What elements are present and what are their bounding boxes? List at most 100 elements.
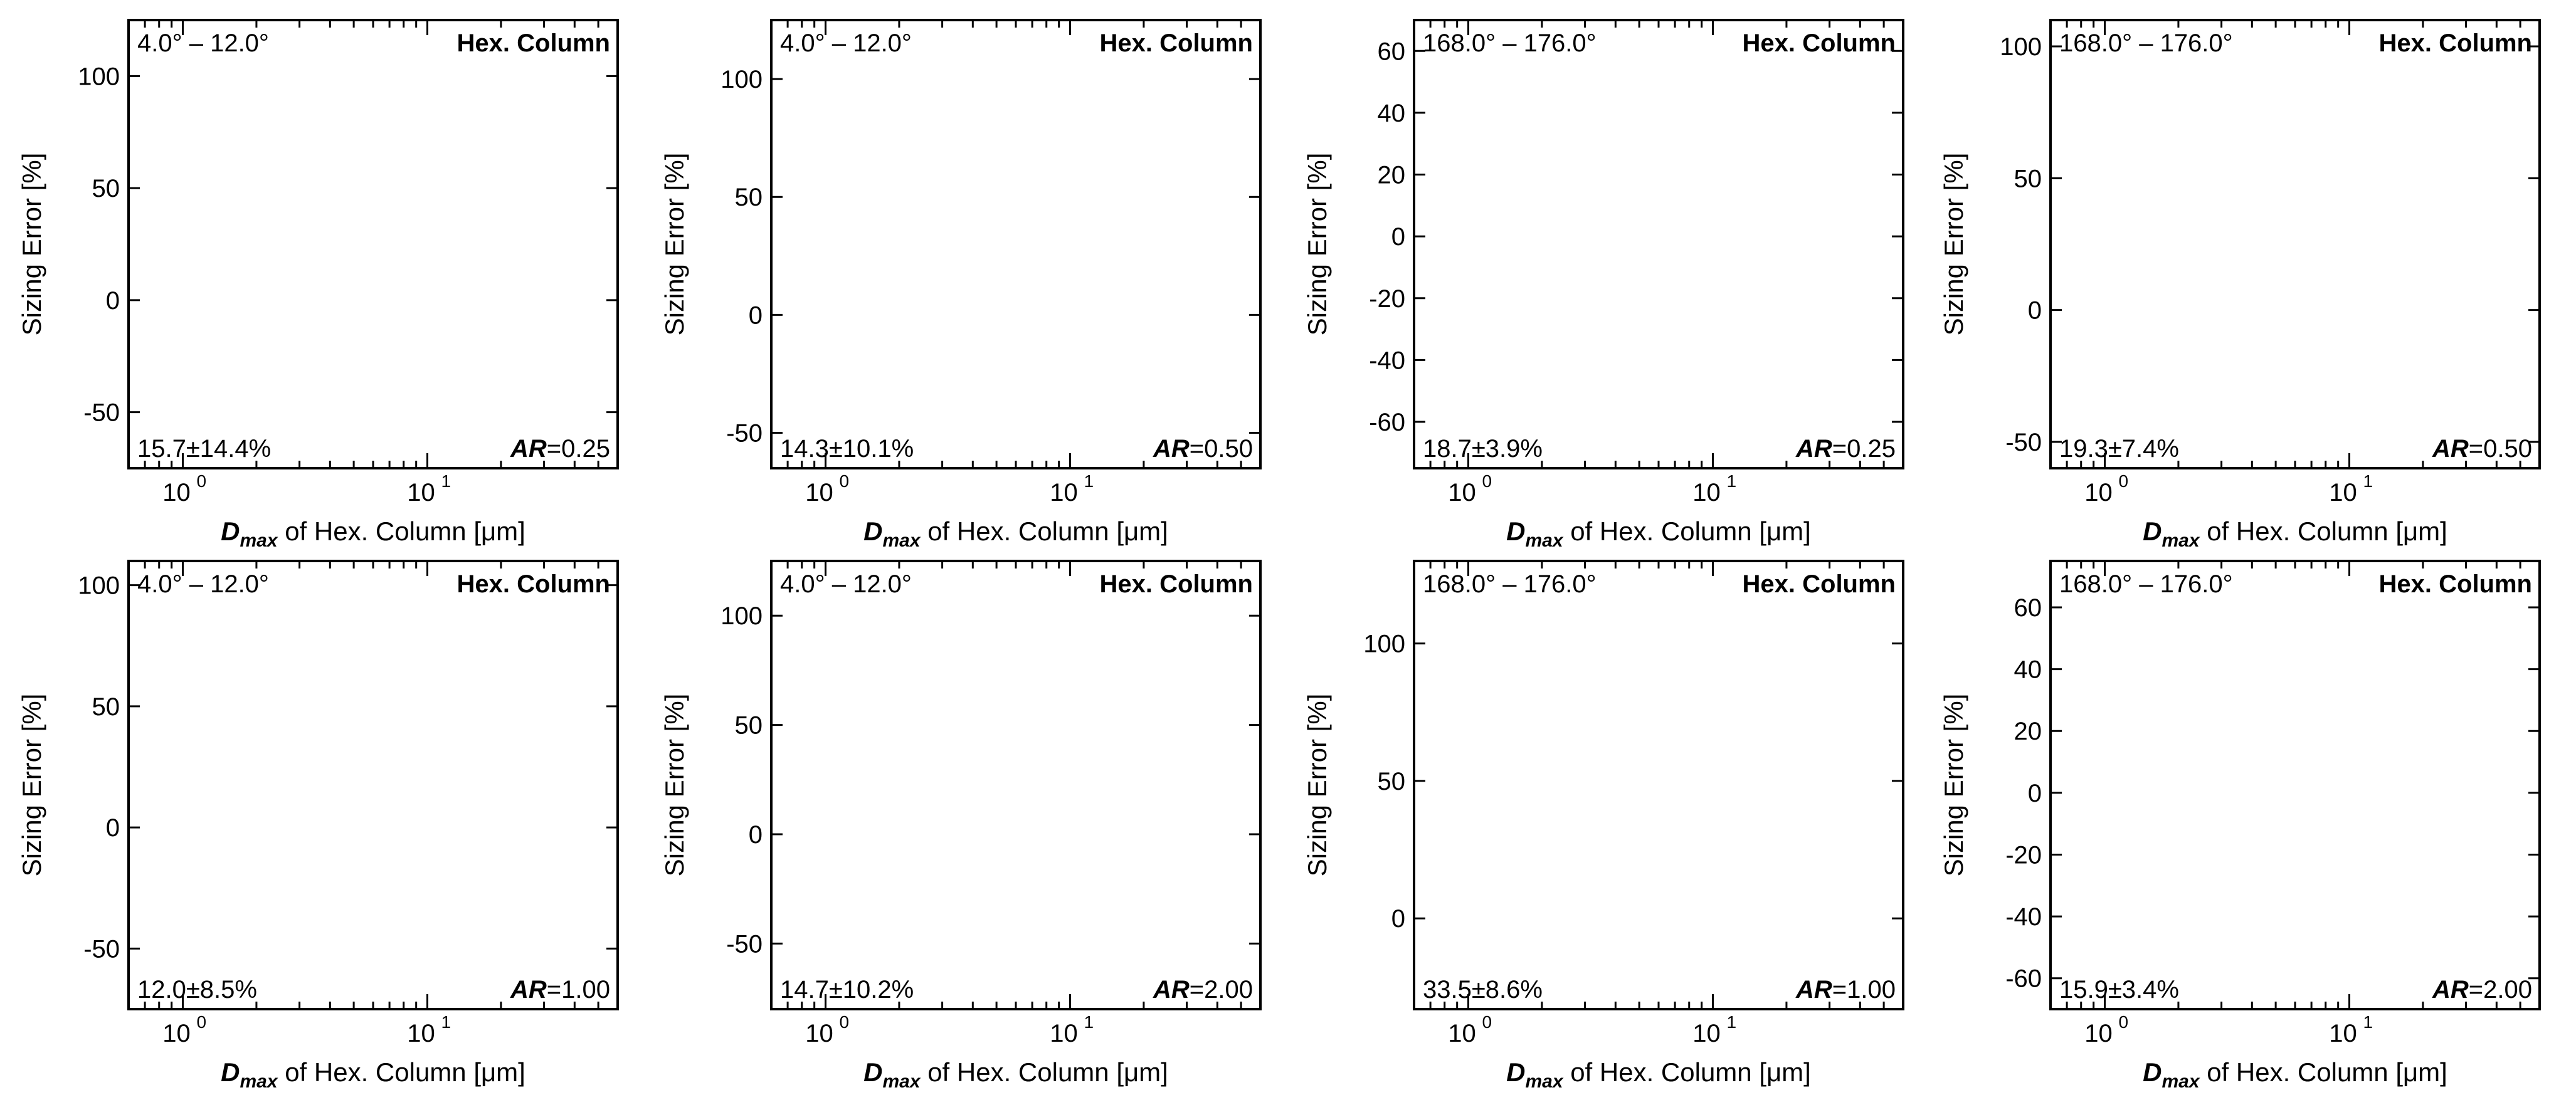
x-tick-exponent: 1 <box>1727 1012 1737 1032</box>
x-label-text: of Hex. Column [μm] <box>921 1057 1168 1087</box>
y-tick-label: 40 <box>2014 656 2042 684</box>
aspect-ratio-value: =0.25 <box>1832 435 1896 463</box>
y-tick-label: 40 <box>1378 100 1406 127</box>
y-tick-label: -50 <box>83 935 120 963</box>
x-tick-exponent: 1 <box>2363 471 2373 491</box>
y-axis-label: Sizing Error [%] <box>1302 694 1332 877</box>
stats-label: 15.9±3.4% <box>2059 976 2179 1003</box>
x-label-symbol: D <box>863 1057 882 1087</box>
x-axis: 10 0 10 1 <box>2049 561 2541 1047</box>
y-tick-label: -60 <box>2005 965 2042 993</box>
plot-frame <box>770 560 1262 1010</box>
x-tick-exponent: 0 <box>840 471 850 491</box>
x-tick-exponent: 1 <box>441 1012 451 1032</box>
stats-label: 33.5±8.6% <box>1423 976 1543 1003</box>
stats-label: 12.0±8.5% <box>137 976 257 1003</box>
x-label-text: of Hex. Column [μm] <box>1563 516 1811 546</box>
x-tick-exponent: 1 <box>441 471 451 491</box>
aspect-ratio-label: AR=0.50 <box>2432 435 2532 463</box>
y-tick-label: 100 <box>2000 33 2042 61</box>
x-label-symbol: D <box>2143 1057 2162 1087</box>
aspect-ratio-symbol: AR <box>1153 976 1190 1003</box>
x-tick-exponent: 1 <box>2363 1012 2373 1032</box>
x-label-text: of Hex. Column [μm] <box>1563 1057 1811 1087</box>
plot-frame <box>2049 560 2541 1010</box>
y-tick-label: 0 <box>1391 905 1405 933</box>
particle-label: Hex. Column <box>457 570 610 598</box>
y-axis-label: Sizing Error [%] <box>1302 153 1332 336</box>
x-label-text: of Hex. Column [μm] <box>278 1057 525 1087</box>
y-tick-label: 50 <box>2014 165 2042 192</box>
stats-label: 14.3±10.1% <box>780 435 914 463</box>
y-tick-label: -60 <box>1369 409 1405 436</box>
x-tick-label: 10 <box>162 479 191 506</box>
aspect-ratio-value: =0.25 <box>547 435 610 463</box>
x-axis: 10 0 10 1 <box>2049 20 2541 506</box>
angle-range-label: 168.0° – 176.0° <box>2059 570 2233 598</box>
angle-range-label: 4.0° – 12.0° <box>780 29 912 57</box>
y-tick-label: 0 <box>2028 780 2042 807</box>
x-tick-label: 10 <box>1448 479 1476 506</box>
angle-range-label: 4.0° – 12.0° <box>137 570 269 598</box>
x-axis-label: Dmax of Hex. Column [μm] <box>2143 516 2447 551</box>
chart-panel-8: -60 -40 -20 0 20 40 60 10 0 10 1 168.0° – 176.0° Hex… <box>1939 560 2541 1092</box>
y-tick-label: 100 <box>721 602 763 630</box>
y-axis: 0 50 100 <box>1363 631 1903 933</box>
x-label-text: of Hex. Column [μm] <box>2200 1057 2447 1087</box>
y-axis-label: Sizing Error [%] <box>1939 153 1968 336</box>
x-tick-exponent: 0 <box>2119 471 2129 491</box>
aspect-ratio-symbol: AR <box>510 976 547 1003</box>
y-tick-label: 50 <box>735 712 763 740</box>
x-label-subscript: max <box>240 530 278 551</box>
x-tick-exponent: 0 <box>2119 1012 2129 1032</box>
x-tick-label: 10 <box>1692 479 1721 506</box>
y-tick-label: -40 <box>1369 347 1405 374</box>
aspect-ratio-label: AR=0.25 <box>1795 435 1896 463</box>
x-label-subscript: max <box>882 1071 921 1092</box>
y-tick-label: 50 <box>735 184 763 211</box>
x-tick-label: 10 <box>2329 479 2357 506</box>
stats-label: 18.7±3.9% <box>1423 435 1543 463</box>
x-axis-label: Dmax of Hex. Column [μm] <box>863 1057 1168 1092</box>
x-label-text: of Hex. Column [μm] <box>278 516 525 546</box>
aspect-ratio-label: AR=2.00 <box>1153 976 1253 1003</box>
angle-range-label: 168.0° – 176.0° <box>1423 570 1597 598</box>
x-axis: 10 0 10 1 <box>127 20 619 506</box>
x-tick-label: 10 <box>1050 1020 1078 1047</box>
y-axis: -60 -40 -20 0 20 40 60 <box>2005 594 2540 993</box>
stats-label: 15.7±14.4% <box>137 435 271 463</box>
aspect-ratio-symbol: AR <box>2432 435 2469 463</box>
x-axis: 10 0 10 1 <box>127 561 619 1047</box>
x-label-symbol: D <box>1506 516 1525 546</box>
x-axis-label: Dmax of Hex. Column [μm] <box>2143 1057 2447 1092</box>
x-tick-label: 10 <box>805 479 833 506</box>
aspect-ratio-label: AR=2.00 <box>2432 976 2532 1003</box>
y-tick-label: 100 <box>78 572 120 600</box>
x-label-symbol: D <box>863 516 882 546</box>
x-tick-exponent: 1 <box>1084 1012 1094 1032</box>
y-tick-label: 0 <box>106 287 120 315</box>
aspect-ratio-value: =1.00 <box>1832 976 1896 1003</box>
y-tick-label: 50 <box>92 175 120 202</box>
y-axis: -50 0 50 100 <box>78 63 618 427</box>
x-label-symbol: D <box>1506 1057 1525 1087</box>
x-axis: 10 0 10 1 <box>770 20 1262 506</box>
x-label-text: of Hex. Column [μm] <box>921 516 1168 546</box>
y-tick-label: -50 <box>726 420 763 448</box>
aspect-ratio-symbol: AR <box>1153 435 1190 463</box>
y-axis-label: Sizing Error [%] <box>660 694 689 877</box>
y-tick-label: 100 <box>1363 631 1405 658</box>
particle-label: Hex. Column <box>1100 570 1253 598</box>
y-tick-label: 20 <box>2014 718 2042 745</box>
aspect-ratio-label: AR=1.00 <box>1795 976 1896 1003</box>
x-axis: 10 0 10 1 <box>1413 20 1904 506</box>
x-axis: 10 0 10 1 <box>770 561 1262 1047</box>
y-tick-label: 100 <box>78 63 120 90</box>
angle-range-label: 4.0° – 12.0° <box>780 570 912 598</box>
x-tick-exponent: 0 <box>840 1012 850 1032</box>
stats-label: 19.3±7.4% <box>2059 435 2179 463</box>
y-axis-label: Sizing Error [%] <box>17 694 46 877</box>
